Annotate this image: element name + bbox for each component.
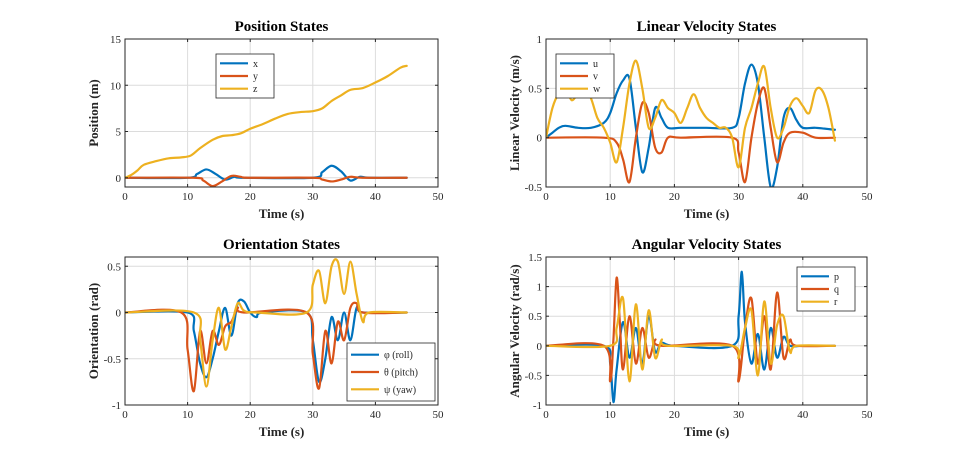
- y-tick-label: -0.5: [104, 354, 122, 366]
- x-axis-label: Time (s): [259, 424, 305, 439]
- y-tick-label: 0: [537, 341, 543, 353]
- x-tick-label: 50: [862, 191, 874, 203]
- x-tick-label: 0: [543, 409, 549, 421]
- series-line-2: [125, 174, 408, 187]
- legend-label: θ (pitch): [384, 368, 418, 379]
- y-tick-label: 0: [116, 308, 122, 320]
- x-tick-label: 40: [370, 191, 382, 203]
- x-axis-label: Time (s): [684, 206, 730, 221]
- series-group: [546, 270, 836, 404]
- y-tick-label: 0: [116, 173, 122, 185]
- chart-title: Orientation States: [223, 237, 340, 253]
- x-tick-label: 20: [669, 191, 681, 203]
- axes-outline: [545, 38, 868, 188]
- x-tick-label: 40: [370, 409, 382, 421]
- y-tick-label: 0.5: [528, 83, 542, 95]
- y-tick-label: -1: [533, 400, 542, 412]
- y-tick-label: 15: [110, 34, 122, 46]
- x-tick-label: 10: [182, 409, 194, 421]
- series-group: [125, 64, 408, 187]
- y-tick-label: -1: [112, 400, 121, 412]
- y-tick-label: 0: [537, 133, 543, 145]
- legend-label: v: [593, 72, 598, 83]
- chart-panel-4: 0 10 20 30 40 50 -1 -0.5 0 0.5 1 1.5 Angular Velocit…: [507, 237, 873, 439]
- x-tick-label: 50: [433, 409, 445, 421]
- x-tick-label: 20: [245, 191, 257, 203]
- x-tick-label: 0: [122, 191, 128, 203]
- x-tick-label: 40: [797, 409, 809, 421]
- x-tick-label: 50: [862, 409, 874, 421]
- y-axis-label: Position (m): [86, 79, 101, 147]
- plot-area: [124, 38, 439, 188]
- legend-label: z: [253, 84, 258, 95]
- legend-label: u: [593, 59, 598, 70]
- x-tick-label: 10: [182, 191, 194, 203]
- x-tick-label: 0: [543, 191, 549, 203]
- chart-title: Linear Velocity States: [637, 19, 777, 35]
- legend: φ (roll) θ (pitch) ψ (yaw): [346, 342, 436, 402]
- y-tick-label: -0.5: [525, 370, 543, 382]
- y-tick-label: 0.5: [528, 311, 542, 323]
- series-line-3: [546, 295, 836, 383]
- series-line-3: [125, 258, 408, 388]
- y-tick-label: 10: [110, 80, 122, 92]
- y-axis-label: Orientation (rad): [86, 283, 101, 379]
- legend: uvw: [555, 53, 615, 99]
- legend-label: φ (roll): [384, 350, 413, 361]
- x-tick-label: 30: [307, 409, 319, 421]
- legend-label: w: [593, 84, 601, 95]
- y-tick-label: -0.5: [525, 182, 543, 194]
- x-tick-label: 30: [307, 191, 319, 203]
- series-line-1: [125, 298, 408, 384]
- chart-title: Angular Velocity States: [632, 237, 782, 253]
- x-tick-label: 50: [433, 191, 445, 203]
- legend-label: q: [834, 285, 839, 296]
- x-tick-label: 30: [733, 191, 745, 203]
- axes-outline: [545, 256, 868, 406]
- x-tick-label: 0: [122, 409, 128, 421]
- chart-title: Position States: [235, 19, 329, 35]
- y-tick-label: 1: [537, 34, 543, 46]
- y-tick-label: 0.5: [107, 261, 121, 273]
- x-tick-label: 30: [733, 409, 745, 421]
- y-tick-label: 5: [116, 127, 122, 139]
- series-line-1: [546, 270, 836, 404]
- y-tick-label: 1: [537, 282, 543, 294]
- legend-label: p: [834, 272, 839, 283]
- series-group: [546, 59, 836, 187]
- x-tick-label: 20: [669, 409, 681, 421]
- legend-label: ψ (yaw): [384, 385, 416, 396]
- series-group: [125, 258, 408, 393]
- series-line-3: [546, 59, 836, 169]
- x-tick-label: 10: [605, 191, 617, 203]
- x-tick-label: 20: [245, 409, 257, 421]
- axes-outline: [124, 38, 439, 188]
- legend: xyz: [215, 53, 275, 99]
- axes-outline: [124, 256, 439, 406]
- y-axis-label: Angular Velocity (rad/s): [507, 264, 522, 397]
- x-tick-label: 40: [797, 191, 809, 203]
- series-line-2: [125, 301, 408, 393]
- legend: pqr: [796, 266, 856, 312]
- x-axis-label: Time (s): [259, 206, 305, 221]
- x-tick-label: 10: [605, 409, 617, 421]
- legend-label: x: [253, 59, 258, 70]
- chart-panel-1: 0 10 20 30 40 50 0 5 10 15 Position States Time (s)…: [86, 19, 444, 221]
- series-line-3: [125, 64, 408, 179]
- legend-label: y: [253, 72, 258, 83]
- chart-panel-3: 0 10 20 30 40 50 -1 -0.5 0 0.5 Orientation States T…: [86, 237, 444, 439]
- x-axis-label: Time (s): [684, 424, 730, 439]
- legend-label: r: [834, 297, 838, 308]
- y-axis-label: Linear Velocity (m/s): [507, 55, 522, 171]
- y-tick-label: 1.5: [528, 252, 542, 264]
